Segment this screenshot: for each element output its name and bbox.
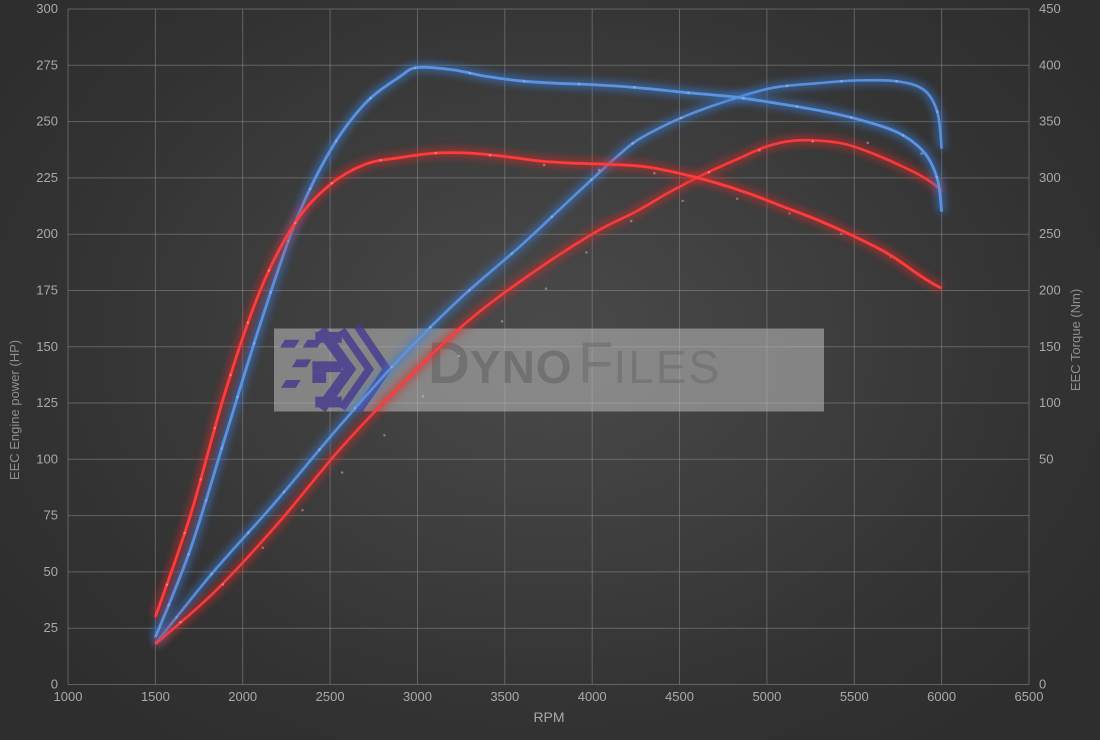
svg-text:150: 150 [36,339,58,354]
svg-text:125: 125 [36,395,58,410]
svg-text:EEC Engine power (HP): EEC Engine power (HP) [7,340,22,480]
svg-text:300: 300 [1039,170,1061,185]
svg-text:250: 250 [1039,226,1061,241]
svg-text:150: 150 [1039,339,1061,354]
svg-text:6000: 6000 [927,689,956,704]
svg-text:25: 25 [44,620,58,635]
svg-text:200: 200 [1039,283,1061,298]
svg-text:75: 75 [44,508,58,523]
svg-text:450: 450 [1039,1,1061,16]
svg-text:225: 225 [36,170,58,185]
svg-text:FILES: FILES [578,331,721,396]
svg-text:0: 0 [1039,677,1046,692]
svg-text:200: 200 [36,226,58,241]
svg-text:275: 275 [36,57,58,72]
svg-text:RPM: RPM [533,709,564,725]
svg-text:100: 100 [1039,395,1061,410]
svg-text:250: 250 [36,114,58,129]
svg-text:2000: 2000 [228,689,257,704]
svg-text:350: 350 [1039,114,1061,129]
svg-text:EEC Torque (Nm): EEC Torque (Nm) [1068,289,1083,391]
svg-text:5500: 5500 [840,689,869,704]
svg-text:4000: 4000 [578,689,607,704]
svg-text:2500: 2500 [316,689,345,704]
svg-text:400: 400 [1039,57,1061,72]
svg-text:50: 50 [1039,451,1053,466]
svg-text:50: 50 [44,564,58,579]
svg-text:100: 100 [36,451,58,466]
svg-text:175: 175 [36,283,58,298]
svg-text:0: 0 [51,677,58,692]
svg-text:5000: 5000 [752,689,781,704]
svg-text:3500: 3500 [490,689,519,704]
svg-text:300: 300 [36,1,58,16]
svg-text:3000: 3000 [403,689,432,704]
svg-text:1500: 1500 [141,689,170,704]
svg-text:4500: 4500 [665,689,694,704]
